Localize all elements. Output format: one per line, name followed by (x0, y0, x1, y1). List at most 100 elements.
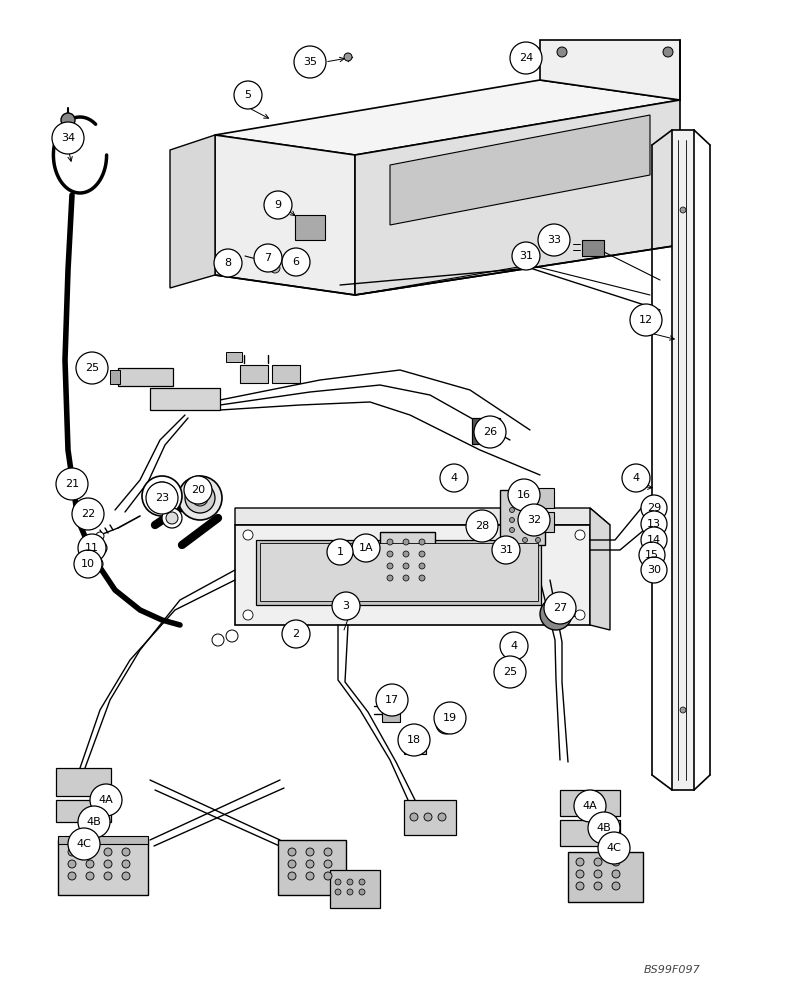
Circle shape (510, 42, 542, 74)
Circle shape (214, 249, 242, 277)
Circle shape (436, 714, 456, 734)
Circle shape (104, 872, 112, 880)
Text: 28: 28 (475, 521, 489, 531)
Circle shape (288, 872, 296, 880)
Circle shape (359, 879, 365, 885)
Circle shape (78, 806, 110, 838)
Circle shape (387, 563, 393, 569)
Circle shape (61, 113, 75, 127)
Circle shape (466, 510, 498, 542)
Circle shape (410, 813, 418, 821)
FancyBboxPatch shape (568, 852, 643, 902)
Circle shape (76, 352, 108, 384)
Text: 4C: 4C (607, 843, 621, 853)
Text: 4B: 4B (596, 823, 612, 833)
Text: 6: 6 (292, 257, 300, 267)
FancyBboxPatch shape (256, 540, 541, 605)
FancyBboxPatch shape (582, 240, 604, 256)
Circle shape (264, 191, 292, 219)
Circle shape (104, 848, 112, 856)
Circle shape (523, 518, 528, 522)
Text: 15: 15 (645, 550, 659, 560)
Circle shape (282, 620, 310, 648)
Circle shape (574, 790, 606, 822)
Text: 32: 32 (527, 515, 541, 525)
Circle shape (588, 812, 620, 844)
FancyBboxPatch shape (272, 365, 300, 383)
FancyBboxPatch shape (404, 736, 426, 754)
Circle shape (510, 518, 515, 522)
Circle shape (419, 551, 425, 557)
Text: 12: 12 (639, 315, 653, 325)
Circle shape (347, 879, 353, 885)
FancyBboxPatch shape (56, 768, 111, 796)
Circle shape (403, 539, 409, 545)
Circle shape (612, 882, 620, 890)
Circle shape (122, 848, 130, 856)
Polygon shape (215, 80, 680, 155)
Text: 19: 19 (443, 713, 457, 723)
Circle shape (639, 542, 665, 568)
Circle shape (324, 848, 332, 856)
Circle shape (680, 207, 686, 213)
FancyBboxPatch shape (382, 700, 400, 722)
Polygon shape (215, 135, 355, 295)
Circle shape (598, 832, 630, 864)
Circle shape (335, 879, 341, 885)
Circle shape (142, 476, 182, 516)
FancyBboxPatch shape (290, 260, 302, 268)
Polygon shape (540, 40, 680, 100)
Circle shape (508, 479, 540, 511)
Circle shape (306, 848, 314, 856)
FancyBboxPatch shape (404, 800, 456, 835)
Circle shape (243, 530, 253, 540)
Circle shape (440, 464, 468, 492)
Circle shape (492, 536, 520, 564)
Circle shape (294, 46, 326, 78)
Circle shape (523, 508, 528, 512)
Circle shape (306, 860, 314, 868)
FancyBboxPatch shape (672, 130, 694, 790)
Polygon shape (390, 115, 650, 225)
Circle shape (663, 47, 673, 57)
Circle shape (90, 784, 122, 816)
Text: 14: 14 (647, 535, 661, 545)
Polygon shape (355, 100, 680, 295)
Circle shape (387, 539, 393, 545)
Circle shape (575, 530, 585, 540)
Circle shape (398, 724, 430, 756)
Circle shape (441, 719, 451, 729)
Circle shape (148, 482, 176, 510)
Circle shape (536, 497, 541, 502)
Text: 29: 29 (647, 503, 661, 513)
Circle shape (146, 482, 178, 514)
Circle shape (419, 563, 425, 569)
Circle shape (536, 538, 541, 542)
Circle shape (327, 539, 353, 565)
Text: 21: 21 (65, 479, 79, 489)
Circle shape (166, 512, 178, 524)
Polygon shape (235, 508, 610, 525)
Circle shape (576, 858, 584, 866)
Circle shape (518, 504, 550, 536)
FancyBboxPatch shape (110, 370, 120, 384)
Circle shape (178, 476, 222, 520)
Circle shape (86, 872, 94, 880)
Circle shape (523, 528, 528, 532)
FancyBboxPatch shape (330, 870, 380, 908)
Text: 1: 1 (336, 547, 343, 557)
Circle shape (523, 538, 528, 542)
Circle shape (306, 872, 314, 880)
FancyBboxPatch shape (58, 836, 148, 844)
Circle shape (630, 304, 662, 336)
FancyBboxPatch shape (295, 215, 325, 240)
Circle shape (641, 557, 667, 583)
Text: 24: 24 (519, 53, 533, 63)
Text: 8: 8 (225, 258, 232, 268)
Circle shape (104, 860, 112, 868)
FancyBboxPatch shape (150, 388, 220, 410)
Circle shape (510, 508, 515, 512)
Circle shape (474, 416, 506, 448)
Circle shape (288, 860, 296, 868)
Circle shape (359, 889, 365, 895)
